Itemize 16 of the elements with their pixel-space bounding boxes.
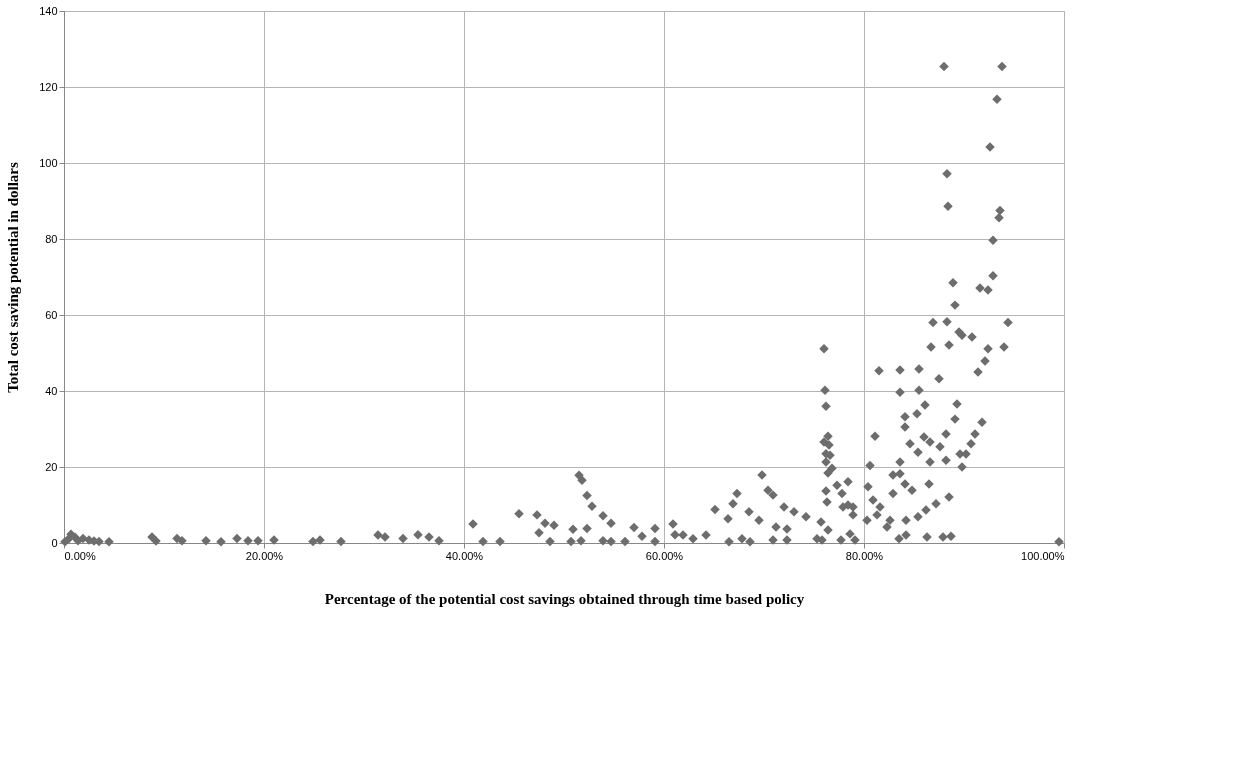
x-tick-label: 80.00% (845, 549, 884, 562)
x-tick-label: 60.00% (645, 549, 684, 562)
y-tick-label: 0 (51, 536, 58, 549)
x-tick-label: 40.00% (445, 549, 484, 562)
y-tick-label: 100 (39, 156, 58, 169)
x-tick-label: 20.00% (245, 549, 284, 562)
y-tick-label: 140 (39, 4, 58, 17)
y-tick-label: 40 (45, 384, 58, 397)
y-axis-title: Total cost saving potential in dollars (5, 161, 22, 393)
y-tick-label: 80 (45, 232, 58, 245)
y-tick-label: 20 (45, 460, 58, 473)
x-axis-title: Percentage of the potential cost savings obtained through time based policy (324, 590, 805, 607)
x-tick-label: 0.00% (64, 549, 96, 562)
x-tick-label: 100.00% (1021, 549, 1065, 562)
y-tick-label: 60 (45, 308, 58, 321)
y-tick-label: 120 (39, 80, 58, 93)
